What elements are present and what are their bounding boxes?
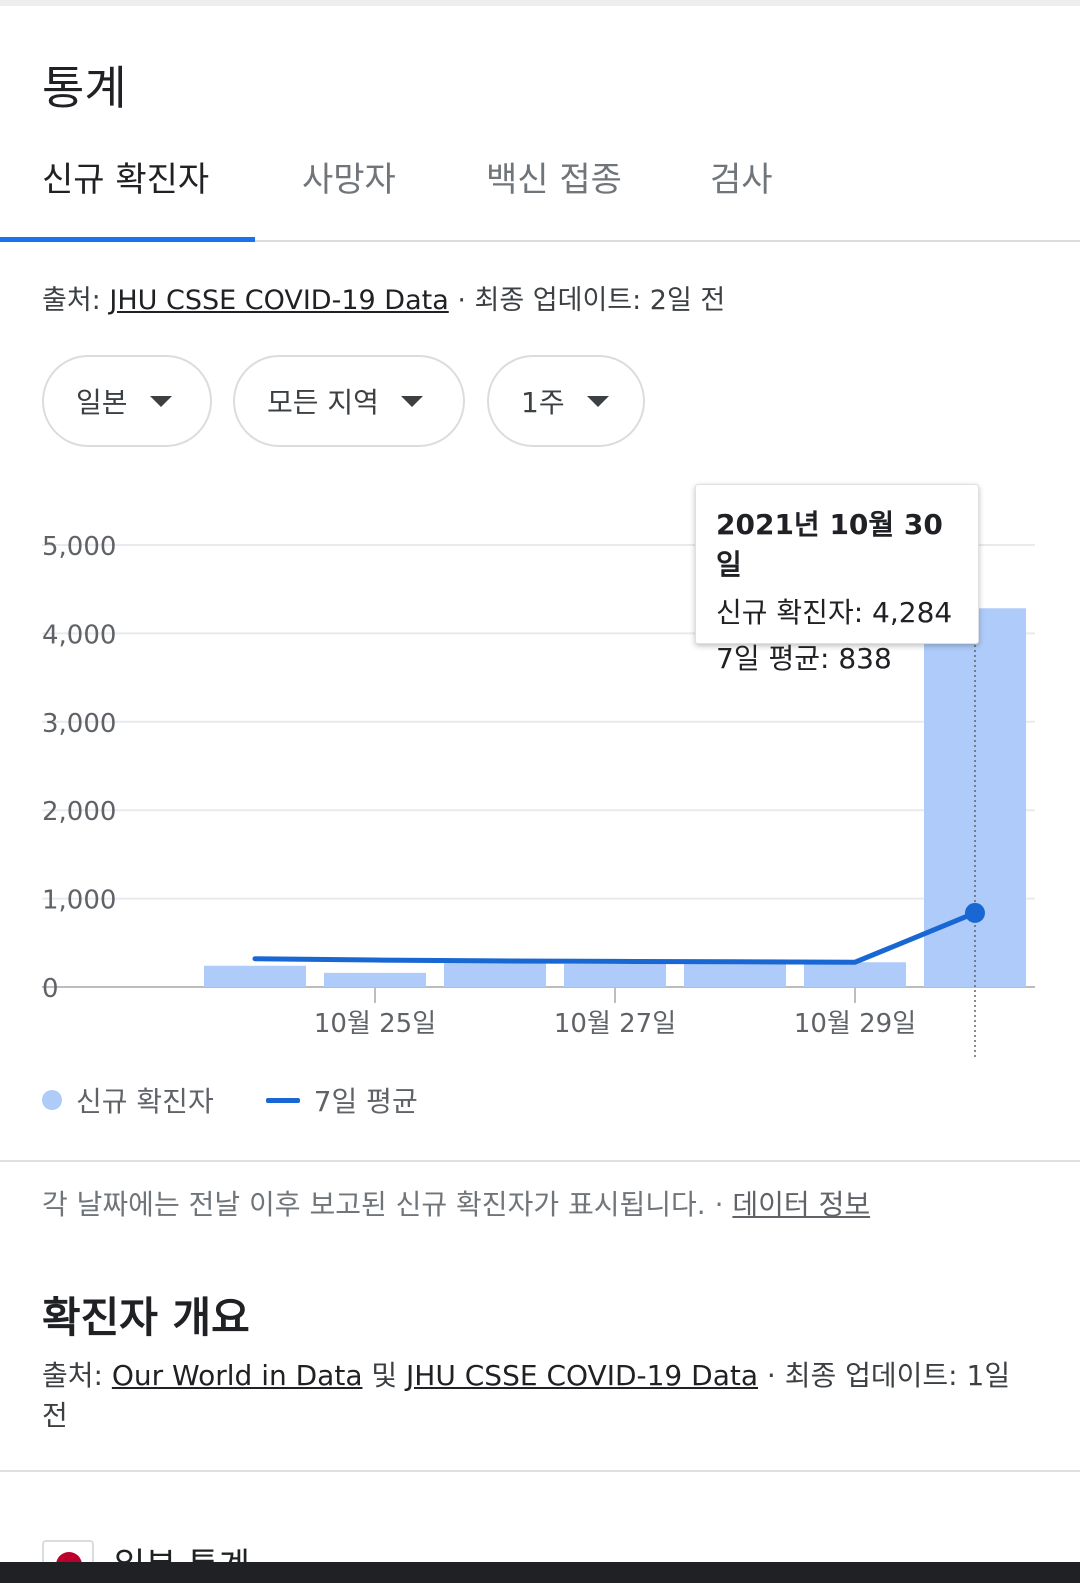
tab-tests[interactable]: 검사 <box>710 160 773 200</box>
tab-vaccinations[interactable]: 백신 접종 <box>486 160 622 200</box>
legend-average-label: 7일 평균 <box>313 1085 418 1118</box>
overview-source-prefix: 출처: <box>42 1359 112 1392</box>
y-tick-label: 1,000 <box>42 886 116 916</box>
tooltip-cases: 신규 확진자: 4,284 <box>716 596 953 629</box>
overview-title: 확진자 개요 <box>42 1293 250 1342</box>
source-line: 출처: JHU CSSE COVID-19 Data · 최종 업데이트: 2일… <box>42 278 725 317</box>
bar-new-cases <box>204 965 306 987</box>
legend-cases-label: 신규 확진자 <box>76 1085 214 1118</box>
line-7day-average <box>252 910 978 965</box>
y-tick-label: 2,000 <box>42 797 116 827</box>
legend-average-swatch <box>265 1097 300 1103</box>
y-tick-label: 5,000 <box>42 532 116 562</box>
bar-new-cases <box>564 964 666 987</box>
source-link-owid[interactable]: Our World in Data <box>111 1359 363 1392</box>
average-point-marker <box>965 902 985 923</box>
tab-new-cases[interactable]: 신규 확진자 <box>42 160 210 200</box>
region-dropdown[interactable]: 모든 지역 <box>233 355 465 447</box>
overview-source: 출처: Our World in Data 및 JHU CSSE COVID-1… <box>42 1356 1042 1436</box>
bar-new-cases <box>324 972 426 987</box>
top-strip <box>0 0 1080 6</box>
source-updated: · 최종 업데이트: 2일 전 <box>448 285 726 316</box>
data-info-link[interactable]: 데이터 정보 <box>732 1188 871 1221</box>
period-dropdown[interactable]: 1주 <box>487 355 645 447</box>
caret-down-icon <box>586 395 609 407</box>
period-dropdown-label: 1주 <box>521 386 565 419</box>
tab-deaths[interactable]: 사망자 <box>302 160 396 200</box>
overview-source-and: 및 <box>362 1359 407 1392</box>
country-dropdown[interactable]: 일본 <box>42 355 212 447</box>
caret-down-icon <box>400 395 423 407</box>
tooltip-date: 2021년 10월 30일 <box>716 508 943 581</box>
source-prefix: 출처: <box>42 285 110 316</box>
chart-tooltip: 2021년 10월 30일 신규 확진자: 4,284 7일 평균: 838 <box>695 484 979 675</box>
bar-new-cases <box>804 962 906 987</box>
data-note-text: 각 날짜에는 전날 이후 보고된 신규 확진자가 표시됩니다. · <box>42 1188 733 1221</box>
overview-source-updated: · 최종 업데이트: 1일 전 <box>42 1359 1011 1432</box>
system-nav-bar <box>0 1562 1080 1583</box>
y-tick-label: 4,000 <box>42 620 116 650</box>
y-tick-label: 0 <box>42 974 59 1004</box>
tooltip-average: 7일 평균: 838 <box>716 642 892 675</box>
region-dropdown-label: 모든 지역 <box>267 386 379 419</box>
stats-tabs: 신규 확진자 사망자 백신 접종 검사 <box>0 128 1080 242</box>
bar-new-cases <box>444 963 546 987</box>
legend-cases-swatch <box>42 1090 62 1110</box>
x-tick-label: 10월 29일 <box>794 1009 916 1039</box>
section-title: 통계 <box>42 61 127 115</box>
source-link-jhu[interactable]: JHU CSSE COVID-19 Data <box>109 285 449 316</box>
divider <box>0 1470 1080 1472</box>
country-dropdown-label: 일본 <box>76 386 128 419</box>
caret-down-icon <box>149 395 172 407</box>
source-link-jhu-overview[interactable]: JHU CSSE COVID-19 Data <box>406 1359 759 1392</box>
divider <box>0 1160 1080 1162</box>
bar-new-cases <box>684 964 786 987</box>
x-tick-label: 10월 25일 <box>314 1009 436 1039</box>
y-tick-label: 3,000 <box>42 709 116 739</box>
chart-legend: 신규 확진자 7일 평균 <box>42 1080 418 1120</box>
x-tick-label: 10월 27일 <box>554 1009 676 1039</box>
data-note: 각 날짜에는 전날 이후 보고된 신규 확진자가 표시됩니다. · 데이터 정보 <box>42 1183 870 1223</box>
cases-chart[interactable]: 5,000 4,000 3,000 2,000 1,000 0 10월 25일 10월 27일… <box>0 470 1080 1070</box>
active-tab-indicator <box>0 237 255 242</box>
